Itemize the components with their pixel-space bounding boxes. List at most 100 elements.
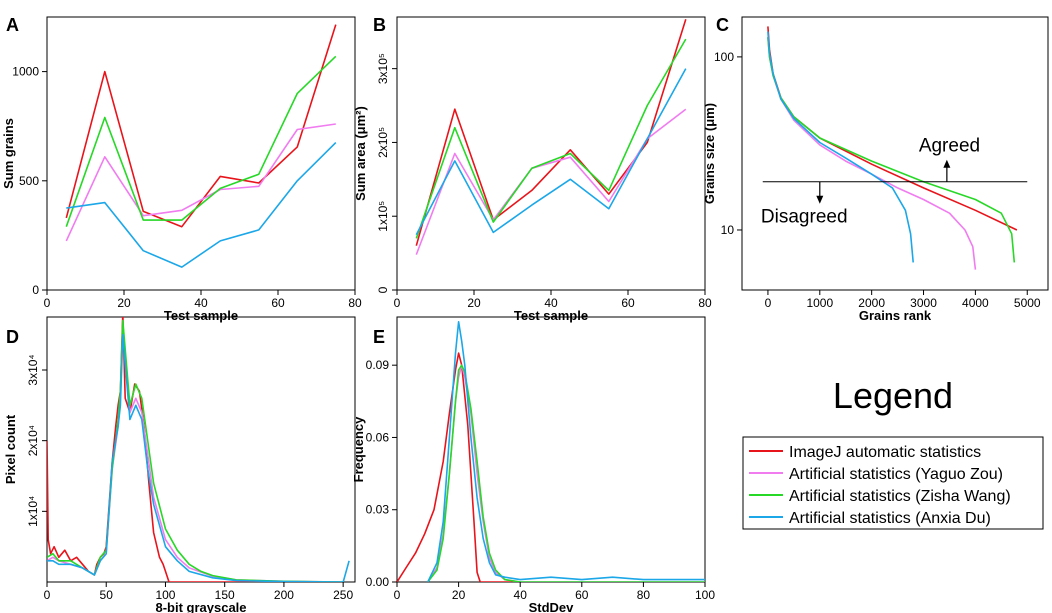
x-tick-label: 3000 <box>910 296 937 310</box>
legend-item-label: Artificial statistics (Zisha Wang) <box>789 488 1011 505</box>
x-tick-label: 60 <box>575 588 589 602</box>
series-line-imagej-automatic-statistics <box>47 317 344 582</box>
x-tick-label: 100 <box>695 588 715 602</box>
y-tick-label: 0 <box>376 286 390 293</box>
data-area <box>47 317 350 582</box>
data-area <box>767 26 1018 270</box>
series-line-artificial-statistics-zisha-wang <box>47 319 344 582</box>
x-tick-label: 200 <box>274 588 294 602</box>
panel-b: B 0 20 40 60 80 0 1x10⁵ 2x10⁵ 3x10⁵ Test sample Sum… <box>353 15 712 323</box>
legend-title: Legend <box>833 375 953 416</box>
series-line-imagej-automatic-statistics <box>397 352 521 582</box>
series-line-artificial-statistics-zisha-wang <box>415 38 687 239</box>
series-line-artificial-statistics-yaguo-zou <box>47 326 344 582</box>
x-tick-label: 250 <box>333 588 353 602</box>
y-axis-label: Pixel count <box>3 414 18 484</box>
x-tick-label: 60 <box>271 296 285 310</box>
disagreed-arrowhead <box>816 195 824 204</box>
y-tick-label: 10 <box>721 223 735 237</box>
series-line-artificial-statistics-anxia-du <box>427 321 705 582</box>
x-axis-label: 8-bit grayscale <box>155 600 246 613</box>
series-line-artificial-statistics-zisha-wang <box>65 55 337 227</box>
y-axis-label: Frequency <box>351 416 366 483</box>
panel-a: A 0 20 40 60 80 0 500 1000 Test sample Sum grains <box>1 15 362 323</box>
data-area <box>65 24 337 268</box>
data-area <box>397 321 705 582</box>
x-tick-label: 0 <box>394 296 401 310</box>
y-tick-label: 3x10⁵ <box>376 53 390 84</box>
panel-label: D <box>6 327 19 347</box>
x-tick-label: 0 <box>394 588 401 602</box>
series-line-artificial-statistics-anxia-du <box>415 68 687 236</box>
y-axis-label: Grains size (μm) <box>702 103 717 204</box>
legend-item-label: Artificial statistics (Anxia Du) <box>789 510 991 527</box>
y-axis-label: Sum grains <box>1 118 16 189</box>
x-tick-label: 20 <box>467 296 481 310</box>
legend-item-label: ImageJ automatic statistics <box>789 444 981 461</box>
panel-label: A <box>6 15 19 35</box>
y-tick-label: 100 <box>714 50 734 64</box>
legend-items: ImageJ automatic statistics Artificial st… <box>749 444 1011 527</box>
series-line-imagej-automatic-statistics <box>65 24 337 228</box>
x-tick-label: 2000 <box>858 296 885 310</box>
x-tick-label: 20 <box>117 296 131 310</box>
y-tick-label: 500 <box>19 174 39 188</box>
x-tick-label: 0 <box>44 588 51 602</box>
x-tick-label: 80 <box>698 296 712 310</box>
plot-frame <box>46 316 356 583</box>
y-tick-label: 0.03 <box>366 503 390 517</box>
panel-label: E <box>373 327 385 347</box>
series-line-artificial-statistics-zisha-wang <box>427 364 705 582</box>
y-tick-label: 0.06 <box>366 430 390 444</box>
series-line-artificial-statistics-anxia-du <box>767 31 914 263</box>
x-tick-label: 60 <box>621 296 635 310</box>
x-tick-label: 150 <box>215 588 235 602</box>
plot-frame <box>46 16 356 291</box>
y-tick-label: 1x10⁵ <box>376 201 390 232</box>
y-tick-label: 0 <box>32 283 39 297</box>
y-axis-label: Sum area (μm²) <box>353 106 368 201</box>
panel-label: C <box>716 15 729 35</box>
y-tick-label: 0.00 <box>366 575 390 589</box>
x-tick-label: 1000 <box>806 296 833 310</box>
y-tick-label: 3x10⁴ <box>26 354 40 385</box>
x-axis-label: Test sample <box>164 308 238 323</box>
agreed-arrowhead <box>943 159 951 168</box>
disagreed-annotation: Disagreed <box>761 207 848 228</box>
x-axis-label: Test sample <box>514 308 588 323</box>
plot-frame <box>396 16 706 291</box>
y-tick-label: 2x10⁴ <box>26 425 40 456</box>
x-tick-label: 100 <box>155 588 175 602</box>
x-tick-label: 40 <box>194 296 208 310</box>
y-tick-label: 2x10⁵ <box>376 127 390 158</box>
x-tick-label: 4000 <box>962 296 989 310</box>
legend-box <box>742 436 1044 530</box>
series-line-artificial-statistics-anxia-du <box>66 142 337 268</box>
plot-frame <box>741 16 1049 291</box>
x-tick-label: 0 <box>765 296 772 310</box>
x-tick-label: 20 <box>452 588 466 602</box>
series-line-artificial-statistics-yaguo-zou <box>65 123 336 242</box>
series-line-artificial-statistics-anxia-du <box>47 333 350 582</box>
panel-e: E 0 20 40 60 80 100 0.00 0.03 0.06 0.09 StdDev Frequ… <box>351 316 715 613</box>
y-tick-label: 0.09 <box>366 358 390 372</box>
x-tick-label: 0 <box>44 296 51 310</box>
x-tick-label: 50 <box>100 588 114 602</box>
panel-c: C 0 1000 2000 3000 4000 5000 10 100 Grains rank Gr… <box>702 15 1049 323</box>
x-tick-label: 5000 <box>1014 296 1041 310</box>
x-tick-label: 80 <box>348 296 362 310</box>
data-area <box>415 18 687 255</box>
y-tick-label: 1x10⁴ <box>26 496 40 527</box>
panel-d: D 0 50 100 150 200 250 1x10⁴ 2x10⁴ 3x10⁴ 8-bit gra… <box>3 316 356 613</box>
x-tick-label: 40 <box>544 296 558 310</box>
x-axis-label: StdDev <box>529 600 575 613</box>
panel-label: B <box>373 15 386 35</box>
legend-item-label: Artificial statistics (Yaguo Zou) <box>789 466 1003 483</box>
legend: Legend ImageJ automatic statistics Artifi… <box>742 375 1044 530</box>
x-tick-label: 80 <box>637 588 651 602</box>
x-tick-label: 40 <box>514 588 528 602</box>
y-tick-label: 1000 <box>12 65 39 79</box>
x-axis-label: Grains rank <box>859 308 932 323</box>
